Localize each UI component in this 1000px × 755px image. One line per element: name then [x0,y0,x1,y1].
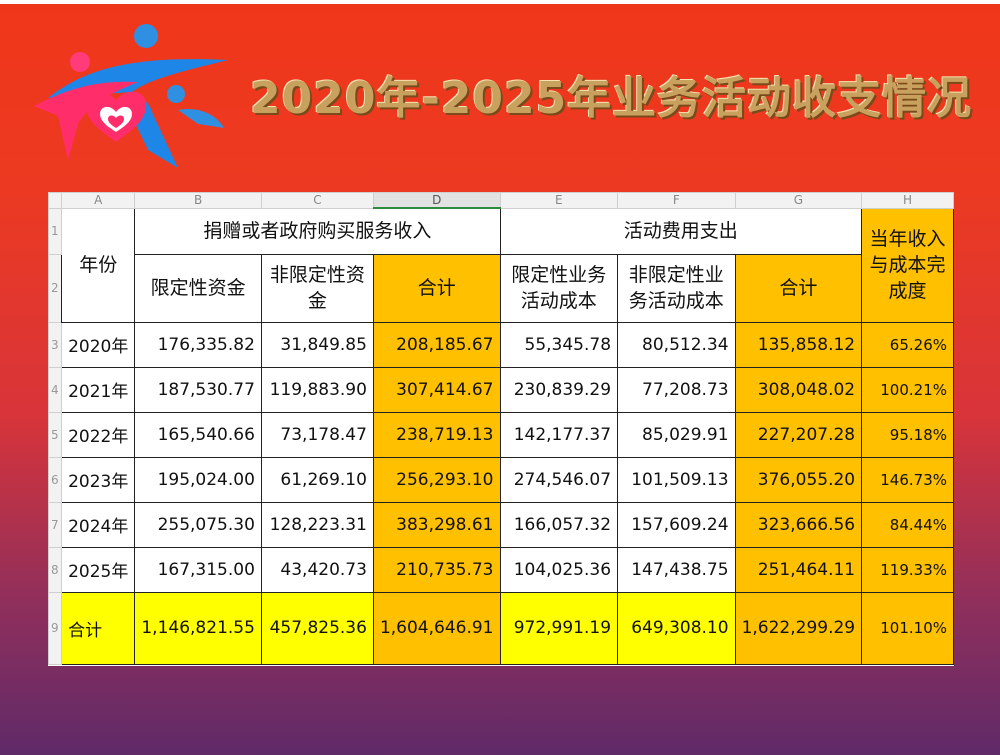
unrestricted-funds-cell[interactable]: 73,178.47 [260,411,374,458]
year-cell[interactable]: 2025年 [61,546,136,593]
income-total-cell[interactable]: 256,293.10 [372,456,501,503]
unrestricted-funds-cell[interactable]: 128,223.31 [260,501,374,548]
row-number[interactable]: 4 [47,366,63,413]
restricted-cost-header[interactable]: 限定性业务活动成本 [499,253,619,323]
year-cell[interactable]: 2024年 [61,501,136,548]
expense-total-cell[interactable]: 376,055.20 [734,456,863,503]
year-cell[interactable]: 2021年 [61,366,136,413]
income-total-cell[interactable]: 383,298.61 [372,501,501,548]
restricted-cost-cell[interactable]: 104,025.36 [499,546,619,593]
unrestricted-funds-cell[interactable]: 31,849.85 [260,321,374,368]
col-header-d[interactable]: D [372,192,501,209]
completion-cell[interactable]: 100.21% [861,366,954,413]
restricted-funds-cell[interactable]: 176,335.82 [134,321,262,368]
restricted-cost-cell[interactable]: 230,839.29 [499,366,619,413]
expense-total-cell[interactable]: 308,048.02 [734,366,863,413]
data-table: A B C D E F G H 1 年份 捐赠或者政府购买服务收入 活动费用支出… [47,192,954,665]
col-header-a[interactable]: A [61,192,136,209]
income-total-cell[interactable]: 238,719.13 [372,411,501,458]
restricted-funds-cell[interactable]: 1,146,821.55 [134,591,262,665]
expense-total-cell[interactable]: 1,622,299.29 [734,591,863,665]
row-number[interactable]: 9 [47,591,63,665]
col-header-g[interactable]: G [734,192,863,209]
column-header-row: A B C D E F G H [47,192,954,209]
restricted-funds-cell[interactable]: 195,024.00 [134,456,262,503]
expense-total-header[interactable]: 合计 [734,253,863,323]
restricted-cost-cell[interactable]: 972,991.19 [499,591,619,665]
col-header-e[interactable]: E [499,192,619,209]
restricted-cost-cell[interactable]: 166,057.32 [499,501,619,548]
restricted-funds-cell[interactable]: 167,315.00 [134,546,262,593]
corner-cell[interactable] [47,192,63,209]
logo-icon [34,24,228,168]
spreadsheet: A B C D E F G H 1 年份 捐赠或者政府购买服务收入 活动费用支出… [47,192,954,666]
restricted-cost-cell[interactable]: 274,546.07 [499,456,619,503]
unrestricted-funds-cell[interactable]: 457,825.36 [260,591,374,665]
income-total-cell[interactable]: 210,735.73 [372,546,501,593]
expense-total-cell[interactable]: 251,464.11 [734,546,863,593]
unrestricted-cost-cell[interactable]: 147,438.75 [617,546,736,593]
restricted-cost-cell[interactable]: 142,177.37 [499,411,619,458]
completion-cell[interactable]: 84.44% [861,501,954,548]
restricted-funds-cell[interactable]: 187,530.77 [134,366,262,413]
year-cell[interactable]: 2023年 [61,456,136,503]
expense-total-cell[interactable]: 323,666.56 [734,501,863,548]
unrestricted-cost-cell[interactable]: 101,509.13 [617,456,736,503]
income-group-header[interactable]: 捐赠或者政府购买服务收入 [134,207,501,255]
col-header-c[interactable]: C [260,192,374,209]
row-number[interactable]: 6 [47,456,63,503]
income-total-cell[interactable]: 307,414.67 [372,366,501,413]
unrestricted-funds-header[interactable]: 非限定性资金 [260,253,374,323]
total-row: 9 合计 1,146,821.55 457,825.36 1,604,646.91 972… [47,591,954,665]
income-total-header[interactable]: 合计 [372,253,501,323]
year-cell[interactable]: 2020年 [61,321,136,368]
expense-total-cell[interactable]: 227,207.28 [734,411,863,458]
year-cell[interactable]: 合计 [61,591,136,665]
table-row: 5 2022年 165,540.66 73,178.47 238,719.13 142,1… [47,411,954,458]
row-number[interactable]: 2 [47,253,63,323]
top-border [0,0,1000,4]
row-number[interactable]: 1 [47,207,63,255]
year-cell[interactable]: 2022年 [61,411,136,458]
unrestricted-funds-cell[interactable]: 119,883.90 [260,366,374,413]
completion-cell[interactable]: 146.73% [861,456,954,503]
col-header-f[interactable]: F [617,192,736,209]
unrestricted-cost-cell[interactable]: 157,609.24 [617,501,736,548]
completion-cell[interactable]: 65.26% [861,321,954,368]
completion-header[interactable]: 当年收入与成本完成度 [861,207,954,323]
restricted-cost-cell[interactable]: 55,345.78 [499,321,619,368]
row-number[interactable]: 5 [47,411,63,458]
unrestricted-funds-cell[interactable]: 61,269.10 [260,456,374,503]
income-total-cell[interactable]: 1,604,646.91 [372,591,501,665]
row-number[interactable]: 3 [47,321,63,368]
page-title: 2020年-2025年业务活动收支情况 [250,73,973,124]
income-total-cell[interactable]: 208,185.67 [372,321,501,368]
table-row: 2 限定性资金 非限定性资金 合计 限定性业务活动成本 非限定性业务活动成本 合… [47,253,954,323]
table-row: 3 2020年 176,335.82 31,849.85 208,185.67 55,34… [47,321,954,368]
unrestricted-funds-cell[interactable]: 43,420.73 [260,546,374,593]
col-header-h[interactable]: H [861,192,954,209]
row-number[interactable]: 8 [47,546,63,593]
table-row: 8 2025年 167,315.00 43,420.73 210,735.73 104,0… [47,546,954,593]
unrestricted-cost-cell[interactable]: 649,308.10 [617,591,736,665]
completion-cell[interactable]: 101.10% [861,591,954,665]
col-header-b[interactable]: B [134,192,262,209]
row-number[interactable]: 7 [47,501,63,548]
restricted-funds-header[interactable]: 限定性资金 [134,253,262,323]
unrestricted-cost-cell[interactable]: 85,029.91 [617,411,736,458]
restricted-funds-cell[interactable]: 165,540.66 [134,411,262,458]
unrestricted-cost-cell[interactable]: 77,208.73 [617,366,736,413]
restricted-funds-cell[interactable]: 255,075.30 [134,501,262,548]
unrestricted-cost-cell[interactable]: 80,512.34 [617,321,736,368]
completion-cell[interactable]: 119.33% [861,546,954,593]
year-header[interactable]: 年份 [61,207,136,323]
expense-group-header[interactable]: 活动费用支出 [499,207,863,255]
completion-cell[interactable]: 95.18% [861,411,954,458]
table-row: 6 2023年 195,024.00 61,269.10 256,293.10 274,5… [47,456,954,503]
expense-total-cell[interactable]: 135,858.12 [734,321,863,368]
table-row: 7 2024年 255,075.30 128,223.31 383,298.61 166,… [47,501,954,548]
unrestricted-cost-header[interactable]: 非限定性业务活动成本 [617,253,736,323]
table-row: 4 2021年 187,530.77 119,883.90 307,414.67 230,… [47,366,954,413]
table-row: 1 年份 捐赠或者政府购买服务收入 活动费用支出 当年收入与成本完成度 [47,207,954,323]
